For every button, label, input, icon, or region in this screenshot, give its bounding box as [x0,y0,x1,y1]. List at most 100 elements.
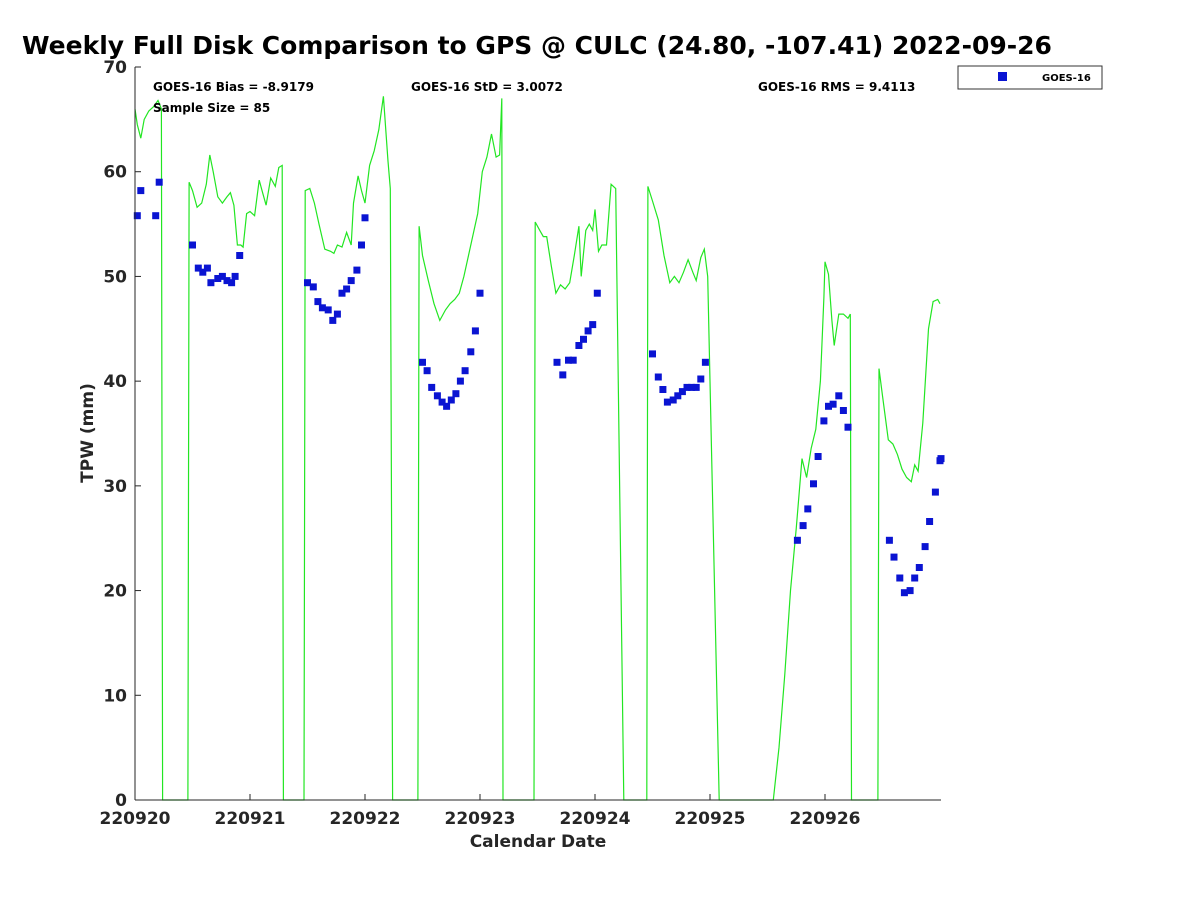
goes-point [669,396,677,404]
goes-point [223,277,231,285]
gps-series [134,96,941,801]
goes-point [697,375,705,383]
goes-point [900,589,908,597]
goes-point [347,277,355,285]
x-axis-label: Calendar Date [470,832,607,852]
goes-point [683,383,691,391]
goes-point [825,402,832,410]
goes-point [810,480,817,488]
goes-point [231,272,239,280]
goes-point [228,279,236,287]
goes-series [133,178,945,597]
goes-point [456,377,464,385]
x-tick-label: 220920 [100,809,171,829]
goes-point [692,383,700,391]
goes-point [937,455,945,463]
goes-point [447,396,455,404]
goes-point [559,371,567,379]
y-tick-label: 60 [103,163,127,183]
goes-point [565,356,572,364]
goes-point [314,298,322,306]
goes-point [471,327,479,335]
goes-point [358,241,365,249]
goes-point [829,400,837,408]
goes-point [152,212,160,220]
goes-point [799,522,807,530]
y-tick-label: 20 [103,582,127,602]
x-tick-label: 220926 [790,809,861,829]
bias-stat: GOES-16 Bias = -8.9179 [153,80,314,94]
goes-point [663,398,671,406]
legend-label-goes-16: GOES-16 [1042,73,1091,84]
goes-point [333,310,341,318]
goes-point [353,266,361,274]
goes-point [419,358,426,366]
goes-point [926,518,934,525]
goes-point [452,390,460,398]
x-tick-label: 220924 [560,809,631,829]
x-tick-label: 220923 [445,809,516,829]
gps-line [134,96,941,801]
goes-point [906,587,914,595]
sample-size-stat: Sample Size = 85 [153,101,270,115]
goes-point [438,398,446,406]
goes-point [701,358,709,366]
goes-point [318,304,326,312]
goes-point [839,407,847,414]
goes-point [329,316,337,324]
goes-point [476,289,484,297]
goes-point [309,283,317,291]
goes-point [304,279,311,287]
goes-point [674,392,682,400]
goes-point [553,358,561,366]
goes-point [575,342,583,349]
goes-point [793,536,801,544]
goes-point [659,386,667,393]
goes-point [199,268,207,276]
goes-point [461,367,469,375]
goes-point [911,574,919,582]
goes-point [931,488,939,496]
goes-point [885,536,893,544]
x-tick-label: 220922 [330,809,401,829]
rms-stat: GOES-16 RMS = 9.4113 [758,80,915,94]
y-ticks: 0 10 20 30 40 50 60 70 [103,58,141,811]
goes-point [804,505,812,513]
goes-point [214,275,222,282]
y-axis-label: TPW (mm) [78,383,98,483]
goes-point [207,279,215,287]
legend: GOES-16 [957,65,1103,90]
goes-point [467,348,475,356]
goes-point [338,289,346,297]
goes-point [921,543,929,551]
y-tick-label: 0 [115,791,127,811]
goes-point [236,252,244,259]
plot-background [135,67,941,800]
goes-point [428,383,436,391]
y-tick-label: 10 [103,686,127,706]
chart-title: Weekly Full Disk Comparison to GPS @ CUL… [22,31,1052,60]
std-stat: GOES-16 StD = 3.0072 [411,80,563,94]
goes-point [589,321,597,329]
axes [134,67,941,801]
y-tick-label: 40 [103,372,127,392]
x-ticks: 220920 220921 220922 220923 220924 220925 2209… [100,794,861,829]
goes-point [654,373,662,381]
goes-point [203,264,211,272]
goes-point [580,335,587,343]
y-tick-label: 30 [103,477,127,497]
goes-point [820,417,828,425]
y-tick-label: 70 [103,58,127,78]
goes-point [218,272,226,280]
goes-point [137,187,145,195]
goes-point [433,392,441,400]
goes-point [423,367,431,375]
x-tick-label: 220921 [215,809,286,829]
legend-box [957,65,1103,90]
goes-point [835,392,843,400]
goes-point [915,564,923,571]
goes-point [443,402,451,410]
x-tick-label: 220925 [675,809,746,829]
goes-point [584,327,592,335]
